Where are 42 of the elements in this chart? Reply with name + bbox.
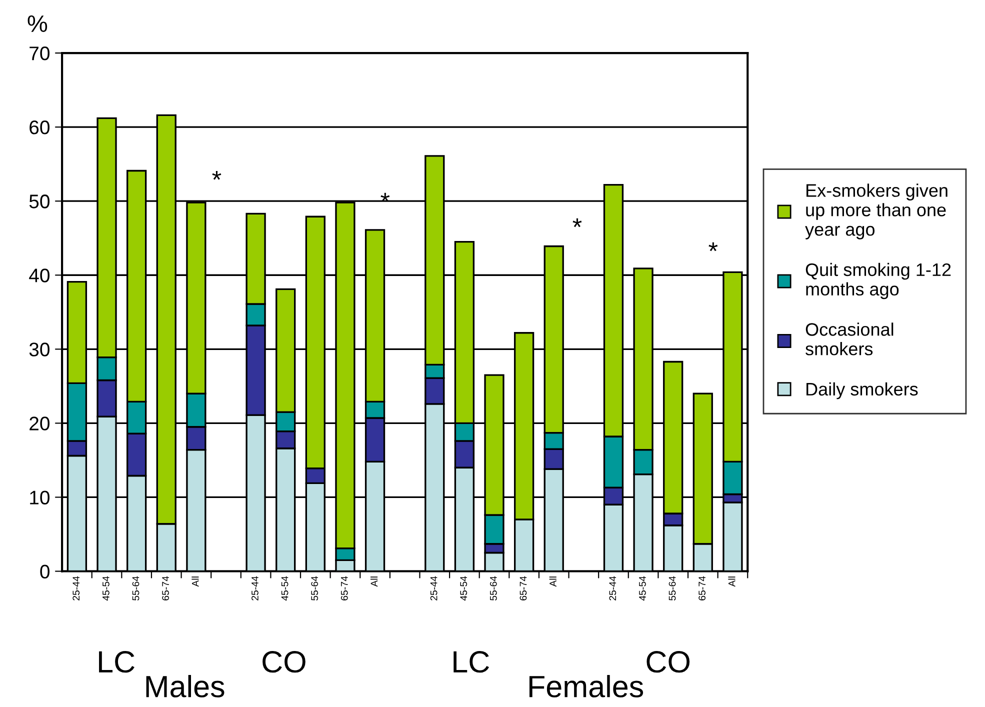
y-tick-label: 10 [30, 490, 50, 504]
x-tick-label: 45-54 [102, 576, 110, 601]
x-tick-label: 55-64 [668, 576, 676, 600]
x-tick-label: 25-44 [252, 576, 258, 600]
x-tick-label: 65-74 [162, 576, 169, 600]
x-tick-label: 65-74 [520, 576, 527, 600]
text: CO [646, 651, 690, 673]
y-tick-label: 0 [40, 564, 50, 578]
x-tick-label: 65-74 [698, 576, 706, 600]
y-tick-label: 70 [30, 46, 50, 60]
x-tick-label: All [728, 576, 736, 587]
x-tick-label: 25-44 [72, 576, 80, 600]
y-tick-label: 30 [29, 342, 50, 356]
x-tick-label: 25-44 [430, 576, 438, 600]
legend-label: Ex-smokers given up more than one year ago [805, 184, 948, 240]
x-tick-label: All [549, 576, 556, 587]
y-tick-label: 50 [29, 194, 50, 208]
x-tick-label: 45-54 [281, 576, 288, 601]
x-tick-label: 55-64 [490, 576, 497, 600]
x-tick-label: 65-74 [340, 576, 348, 600]
x-tick-label: 55-64 [311, 576, 318, 600]
x-tick-label: 45-54 [639, 576, 646, 601]
text: Females [529, 674, 644, 698]
legend-label: Daily smokers [806, 382, 918, 400]
x-tick-label: 25-44 [609, 576, 616, 600]
annotation: * [708, 242, 718, 252]
text: LC [99, 651, 134, 673]
y-tick-label: 40 [29, 268, 50, 282]
legend-label: Quit smoking 1-12 months ago [806, 262, 951, 300]
annotation: * [212, 170, 222, 180]
x-tick-label: 55-64 [132, 576, 140, 600]
text: CO [262, 651, 306, 673]
y-tick-label: 60 [30, 120, 50, 134]
y-axis-title: % [28, 15, 48, 32]
x-tick-label: All [370, 576, 378, 587]
text: LC [454, 651, 490, 673]
y-tick-label: 20 [30, 416, 50, 430]
legend-label: Occasional smokers [806, 322, 894, 356]
annotation: * [572, 218, 582, 228]
x-tick-label: 45-54 [460, 576, 468, 601]
x-tick-label: All [192, 576, 199, 587]
text: Males [146, 674, 224, 698]
